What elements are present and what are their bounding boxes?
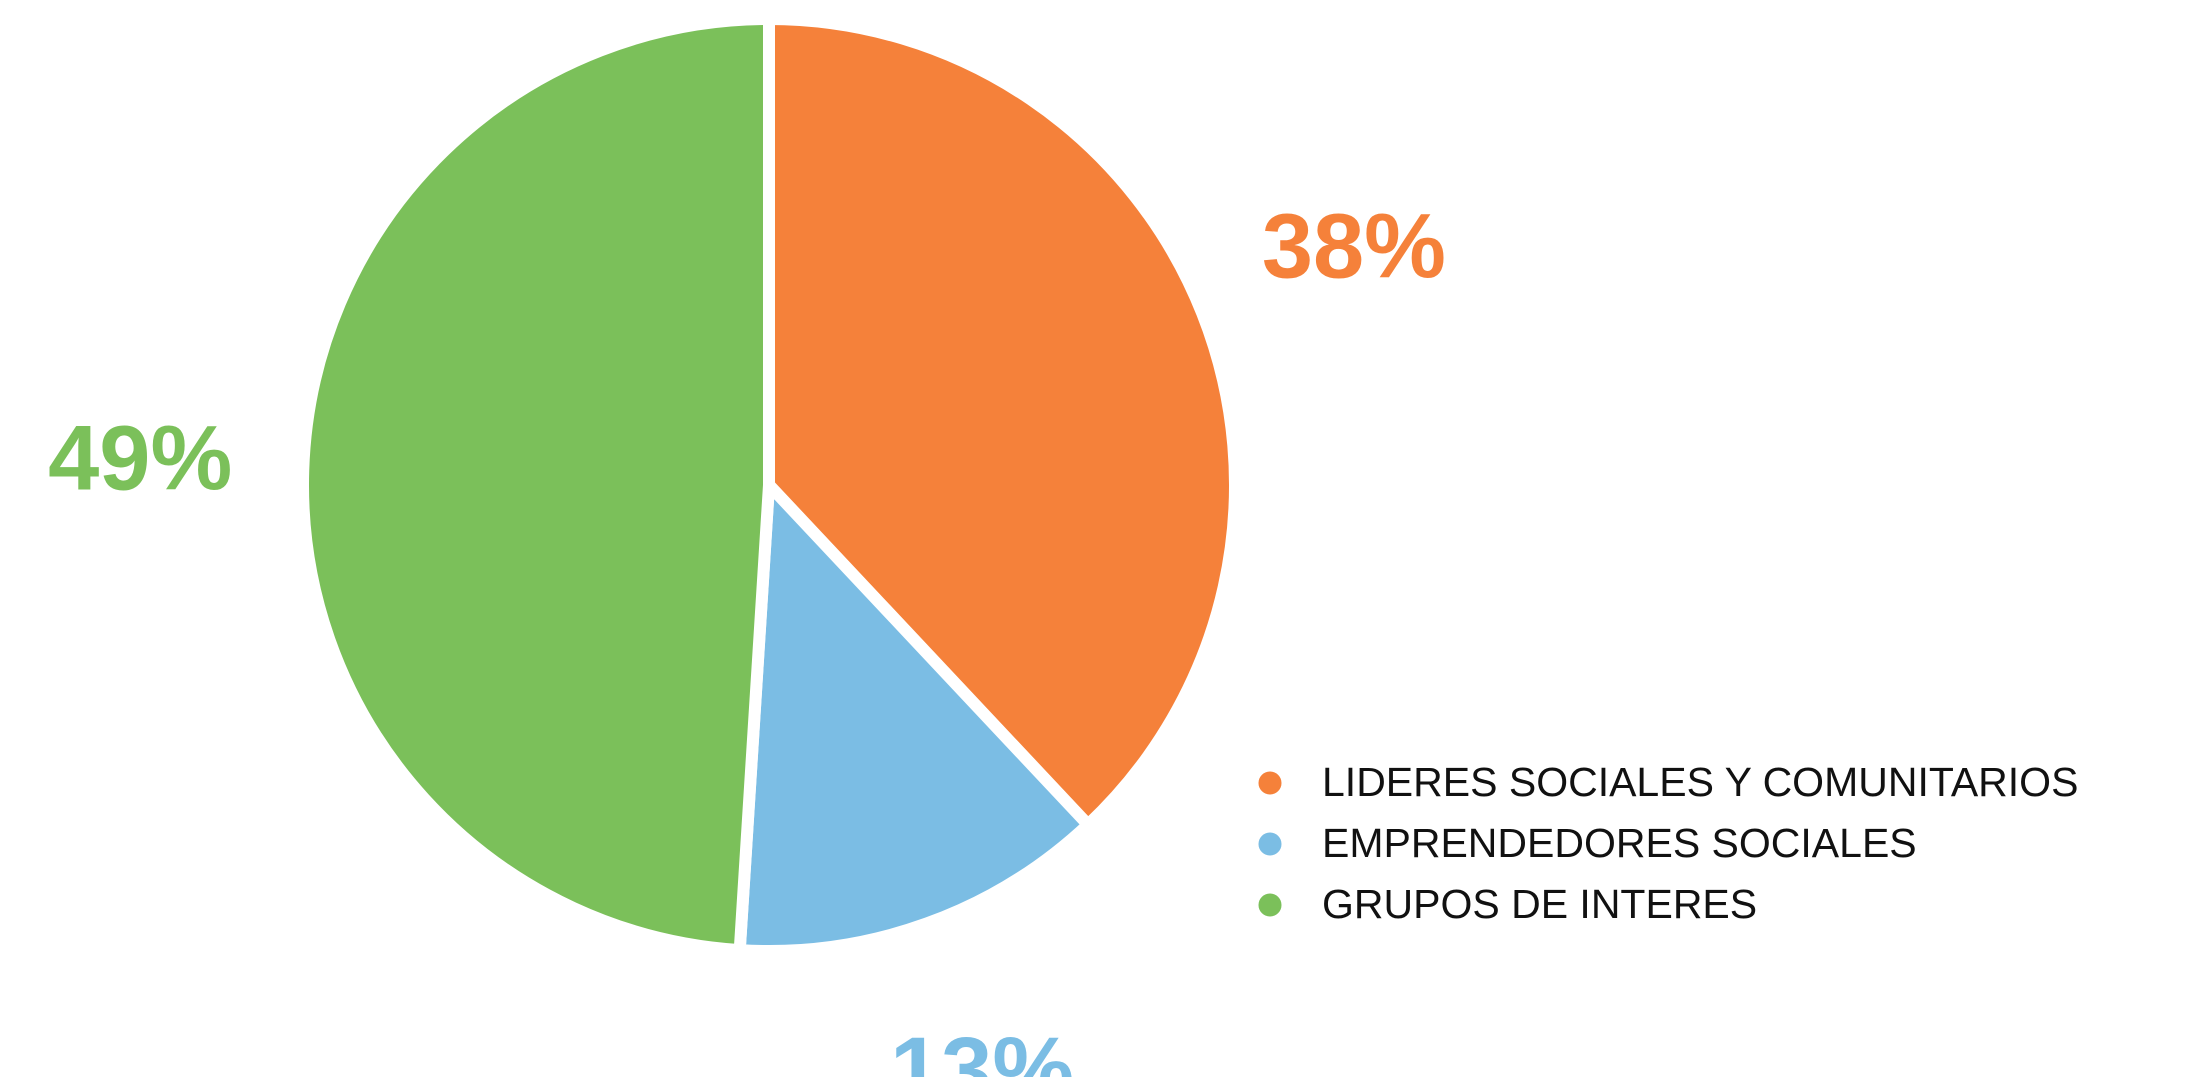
legend-marker: [1255, 768, 1285, 798]
legend-label: LIDERES SOCIALES Y COMUNITARIOS: [1322, 759, 2078, 805]
legend-marker: [1255, 890, 1285, 920]
pie-slice: [733, 479, 1094, 957]
pie-slice: [297, 13, 775, 957]
data-label: 13%: [890, 1019, 1074, 1077]
legend-marker: [1255, 829, 1285, 859]
data-label: 49%: [48, 408, 232, 510]
legend-label: GRUPOS DE INTERES: [1322, 881, 1757, 927]
data-label: 38%: [1262, 196, 1446, 298]
legend-label: EMPRENDEDORES SOCIALES: [1322, 820, 1917, 866]
pie-slice: [763, 13, 1241, 831]
